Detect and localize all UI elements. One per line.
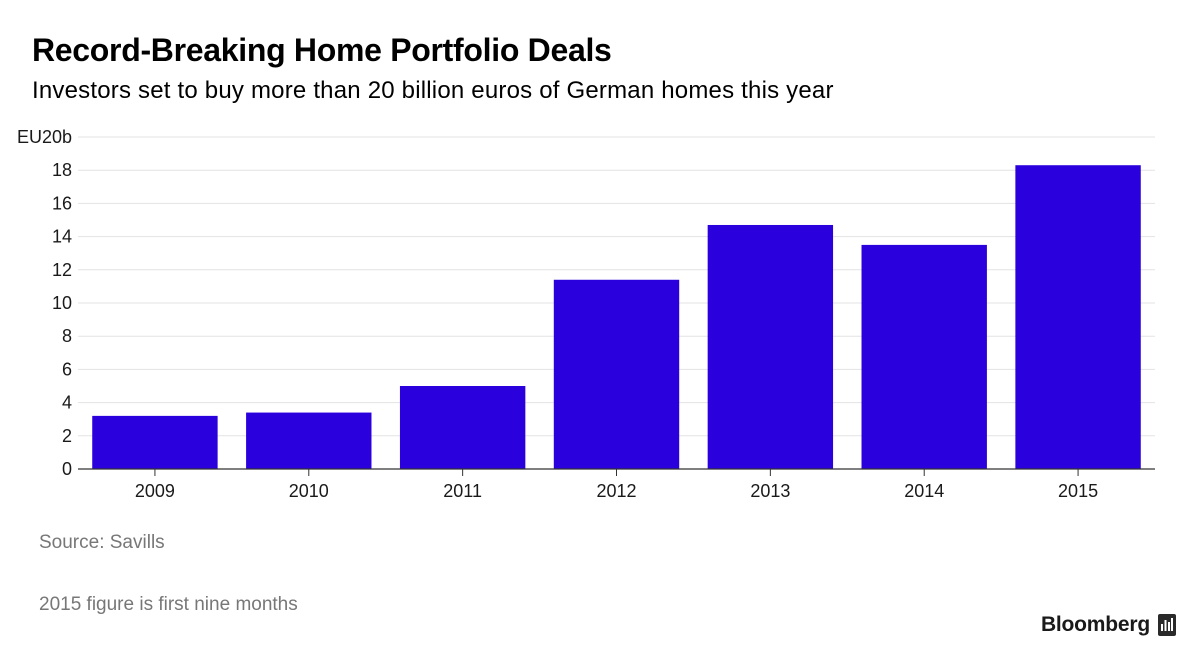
y-tick-label: 0	[62, 459, 72, 479]
y-tick-label: 10	[52, 293, 72, 313]
bars	[92, 165, 1141, 469]
brand-name: Bloomberg	[1040, 613, 1150, 636]
x-axis-tick-labels: 2009 2010 2011 2012 2013 2014 2015	[135, 481, 1098, 501]
source-note: Source: Savills	[39, 532, 165, 553]
x-tick-label: 2010	[289, 481, 329, 501]
y-tick-label: 16	[52, 193, 72, 213]
axes	[78, 468, 1155, 476]
y-tick-label: 6	[62, 359, 72, 379]
bar-chart: 0 2 4 6 8 10 12 14 16 18 EU20b 2009 2010 2011 2012 201…	[17, 127, 1155, 501]
y-tick-label: 2	[62, 426, 72, 446]
y-tick-label: EU20b	[17, 127, 72, 147]
x-tick-label: 2013	[750, 481, 790, 501]
bar-2009	[92, 415, 218, 469]
bar-2015	[1015, 165, 1141, 469]
x-tick-label: 2014	[904, 481, 944, 501]
chart-subtitle: Investors set to buy more than 20 billio…	[32, 77, 834, 104]
x-tick-label: 2011	[443, 481, 482, 501]
bar-2010	[246, 412, 372, 469]
y-tick-label: 12	[52, 260, 72, 280]
x-tick-label: 2015	[1058, 481, 1098, 501]
y-tick-label: 8	[62, 326, 72, 346]
bar-2013	[707, 224, 834, 469]
bar-2012	[553, 279, 680, 469]
chart-title: Record-Breaking Home Portfolio Deals	[32, 32, 612, 68]
y-tick-label: 14	[52, 227, 72, 247]
brand-logo: Bloomberg	[1041, 613, 1176, 637]
bar-2014	[861, 244, 987, 469]
y-tick-label: 4	[62, 393, 72, 413]
y-axis-tick-labels: 0 2 4 6 8 10 12 14 16 18 EU20b	[17, 127, 72, 479]
bar-2011	[399, 386, 526, 469]
x-tick-label: 2012	[596, 481, 636, 501]
bloomberg-terminal-icon	[1158, 614, 1176, 636]
x-tick-label: 2009	[135, 481, 175, 501]
y-tick-label: 18	[52, 160, 72, 180]
footnote: 2015 figure is first nine months	[39, 594, 298, 615]
